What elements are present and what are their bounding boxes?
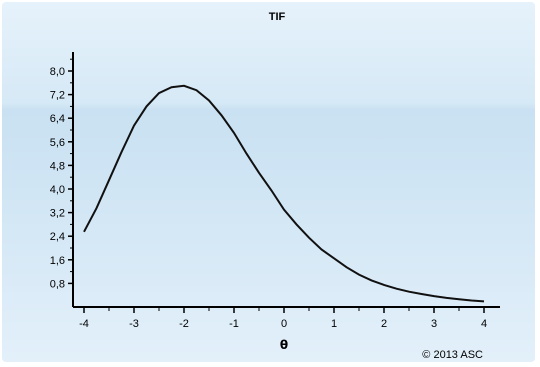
y-tick-label: 6,4 (50, 113, 65, 125)
x-tick-label: -1 (229, 318, 239, 330)
y-axis-ticks: 0,8 1,6 2,4 3,2 4,0 4,8 5,6 6,4 7,2 8,0 (50, 58, 74, 290)
x-tick-label: -3 (129, 318, 139, 330)
chart-panel (2, 2, 535, 362)
x-axis-ticks: -4 -3 -2 -1 0 1 2 3 4 (79, 306, 487, 330)
y-tick-label: 2,4 (50, 231, 65, 243)
y-tick-label: 7,2 (50, 90, 65, 102)
x-tick-label: 3 (431, 318, 437, 330)
x-axis-label: θ (280, 338, 288, 352)
x-tick-label: 0 (281, 318, 287, 330)
y-tick-label: 5,6 (50, 137, 65, 149)
tif-curve (83, 84, 485, 303)
y-tick-label: 4,0 (50, 184, 65, 196)
x-tick-label: 2 (381, 318, 387, 330)
y-tick-label: 4,8 (50, 160, 65, 172)
y-tick-label: 1,6 (50, 255, 65, 267)
copyright-credit: © 2013 ASC (422, 349, 483, 361)
y-tick-label: 0,8 (50, 278, 65, 290)
chart-title: TIF (269, 11, 286, 23)
x-tick-label: -4 (79, 318, 89, 330)
y-tick-label: 3,2 (50, 208, 65, 220)
x-tick-label: -2 (179, 318, 189, 330)
x-tick-label: 1 (331, 318, 337, 330)
x-tick-label: 4 (481, 318, 487, 330)
y-tick-label: 8,0 (50, 66, 65, 78)
